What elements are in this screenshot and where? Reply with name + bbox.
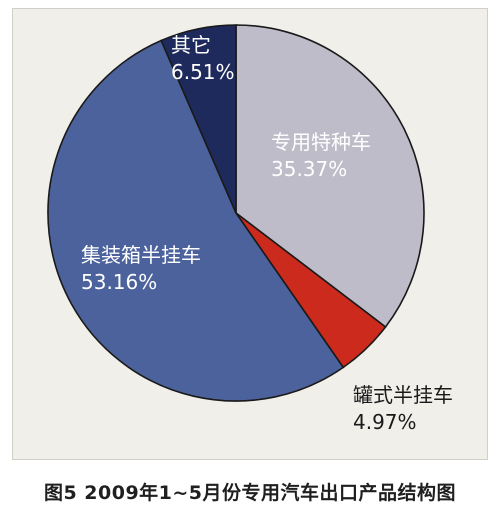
chart-frame: 专用特种车 35.37% 罐式半挂车 4.97% 集装箱半挂车 53.16% 其它 6.51%: [12, 8, 488, 460]
slice-label: 罐式半挂车: [353, 383, 453, 407]
pie-slice: [47, 39, 345, 402]
pie-chart: 专用特种车 35.37% 罐式半挂车 4.97% 集装箱半挂车 53.16% 其它 6.51%: [47, 24, 453, 434]
slice-value-label: 53.16%: [81, 270, 157, 294]
pie-slice: [160, 24, 237, 214]
slice-label: 专用特种车: [271, 130, 371, 154]
pie-slice: [235, 24, 425, 329]
slice-value-label: 35.37%: [271, 157, 347, 181]
slice-label: 集装箱半挂车: [81, 243, 201, 267]
figure-caption: 图5 2009年1~5月份专用汽车出口产品结构图: [43, 482, 457, 504]
slice-label: 其它: [171, 33, 211, 57]
slice-value-label: 4.97%: [353, 410, 417, 434]
slice-value-label: 6.51%: [171, 60, 235, 84]
